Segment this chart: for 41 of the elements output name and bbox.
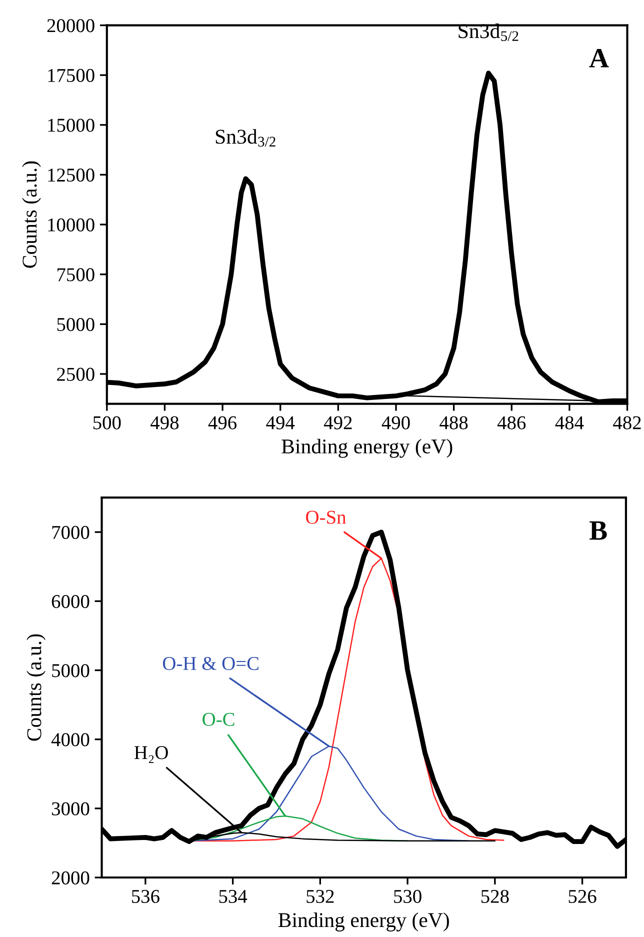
x-tick-label: 484 — [555, 416, 584, 430]
y-tick-label: 4000 — [51, 733, 90, 746]
x-tick-label: 528 — [481, 890, 509, 903]
y-tick-label: 6000 — [52, 594, 90, 608]
x-tick-label: 500 — [93, 416, 121, 430]
y-tick-label: 2500 — [57, 368, 94, 381]
x-tick-label: 492 — [324, 416, 352, 430]
y-tick-label: 3000 — [52, 802, 90, 816]
annotation: Sn3d$_{3/2}$ — [216, 129, 276, 147]
x-tick-label: 496 — [208, 416, 237, 430]
x-axis-title: Binding energy (eV) — [282, 438, 452, 458]
y-axis-title: Counts (a.u.) — [26, 634, 46, 741]
x-tick-label: 534 — [219, 890, 248, 903]
x-tick-label: 532 — [306, 890, 334, 903]
y-tick-label: 2000 — [52, 871, 90, 884]
x-tick-label: 536 — [132, 890, 160, 903]
y-axis-title: Counts (a.u.) — [22, 161, 41, 268]
y-tick-label: 20000 — [47, 19, 94, 32]
y-tick-label: 15000 — [48, 118, 94, 132]
y-tick-label: 17500 — [48, 68, 94, 82]
annotation: B — [590, 521, 607, 540]
y-tick-label: 10000 — [48, 218, 94, 232]
text: H₂O — [134, 746, 168, 763]
text: O-C — [202, 712, 234, 726]
x-tick-label: 526 — [568, 890, 596, 903]
text: O-Sn — [306, 510, 346, 524]
x-tick-label: 488 — [440, 416, 468, 430]
y-tick-label: 12500 — [48, 168, 94, 182]
x-axis-title: Binding energy (eV) — [278, 912, 449, 932]
text: O-H & O=C — [162, 656, 258, 670]
x-tick-label: 530 — [394, 890, 422, 903]
x-tick-label: 494 — [266, 416, 295, 430]
x-tick-label: 490 — [382, 416, 410, 430]
y-tick-label: 7000 — [52, 526, 90, 540]
x-tick-label: 486 — [497, 416, 526, 430]
x-tick-label: 482 — [613, 416, 641, 430]
y-tick-label: 5000 — [57, 318, 94, 332]
x-tick-label: 498 — [150, 416, 179, 430]
annotation: A — [589, 48, 609, 68]
y-tick-label: 7500 — [57, 268, 94, 282]
y-tick-label: 5000 — [52, 664, 90, 678]
